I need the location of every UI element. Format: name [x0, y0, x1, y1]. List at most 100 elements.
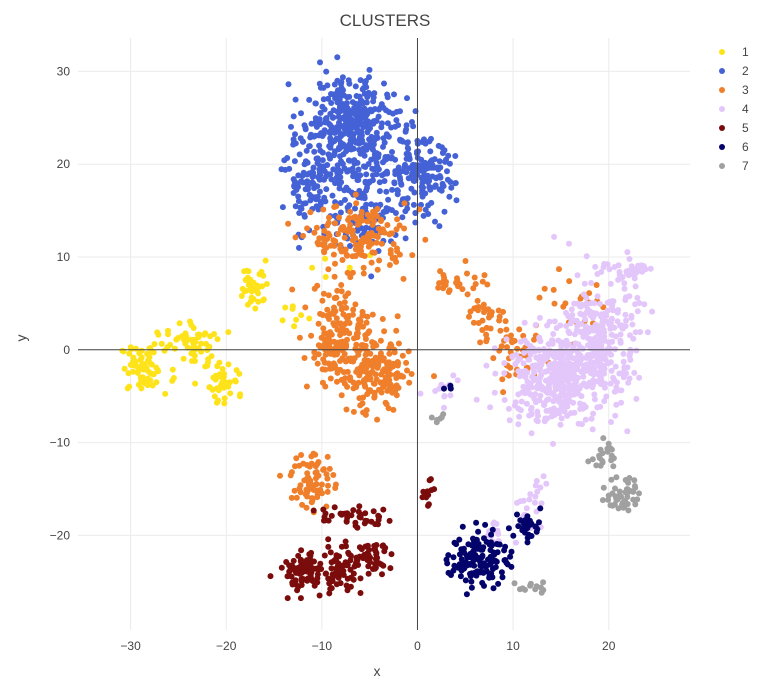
data-point[interactable] — [130, 354, 137, 361]
data-point[interactable] — [569, 355, 576, 362]
data-point[interactable] — [579, 311, 586, 318]
data-point[interactable] — [350, 379, 357, 386]
data-point[interactable] — [589, 426, 596, 433]
data-point[interactable] — [316, 142, 323, 149]
data-point[interactable] — [582, 362, 588, 369]
data-point[interactable] — [194, 331, 201, 338]
data-point[interactable] — [313, 123, 320, 130]
data-point[interactable] — [410, 161, 416, 168]
data-point[interactable] — [587, 336, 594, 343]
data-point[interactable] — [371, 394, 378, 401]
data-point[interactable] — [390, 406, 397, 413]
data-point[interactable] — [618, 322, 625, 329]
data-point[interactable] — [389, 186, 396, 193]
data-point[interactable] — [371, 166, 377, 173]
data-point[interactable] — [173, 336, 180, 343]
data-point[interactable] — [603, 393, 610, 400]
data-point[interactable] — [373, 556, 380, 563]
data-point[interactable] — [524, 525, 531, 532]
data-point[interactable] — [404, 205, 411, 212]
data-point[interactable] — [606, 266, 613, 273]
data-point[interactable] — [425, 179, 432, 186]
data-point[interactable] — [347, 208, 354, 215]
data-point[interactable] — [482, 562, 489, 569]
data-point[interactable] — [314, 239, 321, 246]
data-point[interactable] — [296, 244, 302, 251]
data-point[interactable] — [241, 268, 248, 275]
data-point[interactable] — [350, 306, 357, 313]
legend-item-4[interactable]: 4 — [719, 102, 749, 116]
data-point[interactable] — [138, 385, 145, 392]
data-point[interactable] — [344, 228, 351, 235]
data-point[interactable] — [316, 592, 323, 599]
data-point[interactable] — [596, 372, 603, 379]
data-point[interactable] — [360, 163, 367, 170]
data-point[interactable] — [368, 156, 375, 163]
data-point[interactable] — [521, 337, 528, 344]
data-point[interactable] — [611, 388, 618, 395]
data-point[interactable] — [323, 117, 330, 124]
data-point[interactable] — [162, 390, 169, 397]
data-point[interactable] — [607, 445, 614, 452]
data-point[interactable] — [288, 494, 295, 501]
data-point[interactable] — [448, 572, 454, 578]
data-point[interactable] — [170, 375, 177, 381]
data-point[interactable] — [320, 325, 327, 332]
data-point[interactable] — [568, 306, 575, 313]
data-point[interactable] — [301, 477, 308, 484]
data-point[interactable] — [544, 322, 551, 329]
data-point[interactable] — [499, 376, 506, 383]
data-point[interactable] — [531, 336, 537, 343]
data-point[interactable] — [350, 214, 357, 221]
data-point[interactable] — [377, 379, 384, 386]
data-point[interactable] — [350, 507, 357, 514]
data-point[interactable] — [581, 329, 587, 336]
data-point[interactable] — [568, 316, 575, 323]
data-point[interactable] — [345, 290, 352, 297]
data-point[interactable] — [183, 333, 190, 340]
data-point[interactable] — [608, 476, 615, 483]
data-point[interactable] — [593, 310, 600, 317]
data-point[interactable] — [358, 511, 364, 518]
data-point[interactable] — [327, 110, 334, 117]
data-point[interactable] — [520, 383, 527, 390]
data-point[interactable] — [301, 355, 308, 361]
data-point[interactable] — [298, 205, 305, 212]
data-point[interactable] — [594, 293, 601, 300]
data-point[interactable] — [343, 582, 350, 589]
data-point[interactable] — [624, 501, 631, 507]
data-point[interactable] — [337, 242, 344, 248]
data-point[interactable] — [537, 392, 544, 399]
data-point[interactable] — [346, 330, 353, 337]
data-point[interactable] — [566, 341, 572, 348]
data-point[interactable] — [536, 519, 542, 526]
data-point[interactable] — [609, 303, 615, 310]
data-point[interactable] — [384, 379, 391, 386]
data-point[interactable] — [610, 455, 617, 462]
data-point[interactable] — [577, 303, 584, 310]
data-point[interactable] — [591, 391, 598, 398]
data-point[interactable] — [346, 107, 353, 114]
data-point[interactable] — [572, 380, 578, 387]
data-point[interactable] — [330, 360, 337, 367]
data-point[interactable] — [469, 542, 476, 549]
data-point[interactable] — [346, 320, 353, 326]
data-point[interactable] — [333, 315, 340, 322]
data-point[interactable] — [315, 157, 322, 164]
data-point[interactable] — [396, 222, 403, 229]
data-point[interactable] — [580, 373, 587, 380]
data-point[interactable] — [524, 539, 531, 546]
data-point[interactable] — [370, 146, 376, 153]
data-point[interactable] — [502, 543, 509, 550]
data-point[interactable] — [402, 235, 409, 242]
data-point[interactable] — [295, 193, 302, 200]
data-point[interactable] — [321, 176, 327, 183]
data-point[interactable] — [302, 124, 309, 131]
data-point[interactable] — [500, 308, 506, 315]
data-point[interactable] — [342, 375, 349, 382]
data-point[interactable] — [302, 200, 309, 207]
data-point[interactable] — [636, 490, 642, 497]
data-point[interactable] — [543, 480, 550, 487]
data-point[interactable] — [255, 298, 262, 305]
data-point[interactable] — [357, 77, 364, 84]
